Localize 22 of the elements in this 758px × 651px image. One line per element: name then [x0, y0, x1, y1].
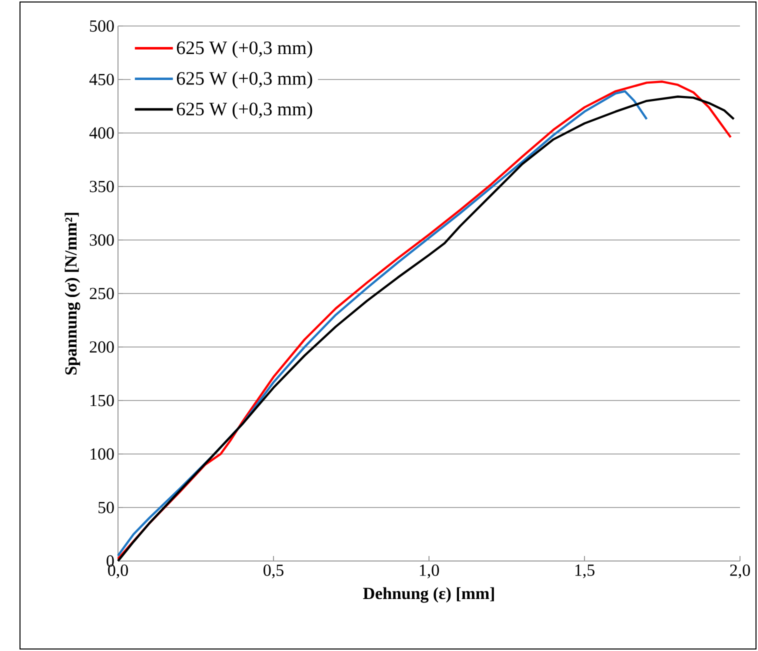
y-tick-label: 100 [90, 448, 114, 460]
y-tick-label: 500 [90, 20, 114, 32]
legend-label: 625 W (+0,3 mm) [176, 72, 312, 89]
y-tick-label: 300 [90, 234, 114, 246]
y-tick-label: 250 [90, 288, 114, 300]
x-tick-label: 2,0 [730, 564, 750, 578]
y-tick-label: 150 [90, 394, 114, 406]
x-tick-label: 0,5 [264, 564, 284, 578]
legend-label: 625 W (+0,3 mm) [176, 102, 312, 120]
x-tick-label: 0,0 [108, 564, 128, 578]
line-series [116, 90, 648, 557]
x-tick-label: 1,5 [575, 564, 594, 578]
y-tick-label: 450 [89, 74, 114, 86]
y-tick-label: 50 [98, 502, 114, 514]
y-tick-label: 0 [106, 555, 114, 567]
y-tick-label: 400 [89, 127, 114, 139]
x-axis-title: Dehnung (ε) [mm] [363, 587, 494, 603]
y-tick-label: 200 [90, 341, 114, 353]
y-tick-label: 350 [90, 180, 114, 192]
y-axis-title: Spannung (σ) [N/mm²] [64, 212, 80, 375]
legend-label: 625 W (+0,3 mm) [176, 40, 312, 58]
x-tick-label: 1,0 [420, 564, 439, 578]
